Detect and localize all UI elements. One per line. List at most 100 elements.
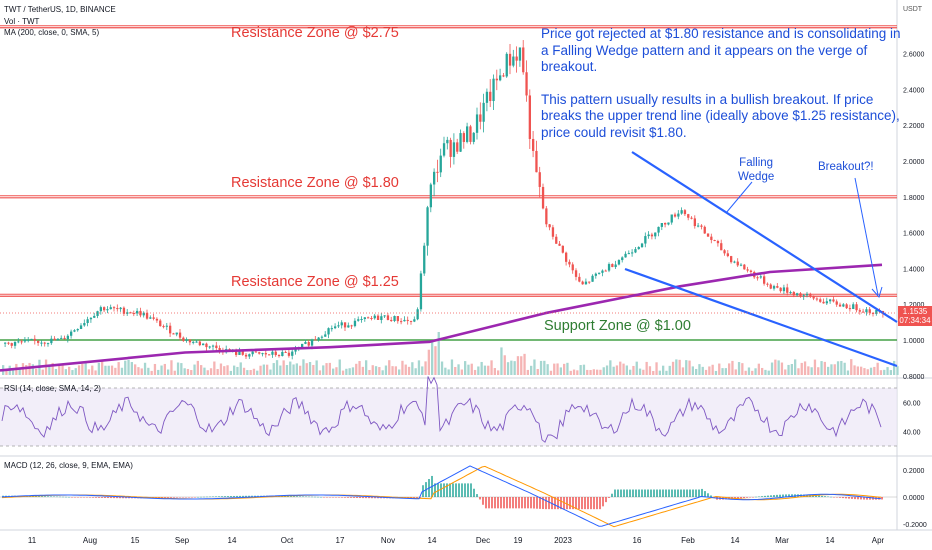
macd-histogram-bar: [560, 497, 562, 510]
volume-bar: [318, 370, 322, 375]
volume-bar: [500, 347, 503, 375]
symbol-legend[interactable]: TWT / TetherUS, 1D, BINANCE: [4, 5, 116, 14]
ma-legend[interactable]: MA (200, close, 0, SMA, 5): [4, 28, 100, 37]
volume-bar: [368, 369, 371, 375]
macd-histogram-bar: [350, 497, 352, 498]
macd-histogram-bar: [335, 497, 337, 498]
macd-histogram-bar: [527, 497, 529, 509]
volume-bar: [556, 363, 559, 375]
candle-body: [822, 301, 825, 304]
macd-histogram-bar: [635, 489, 637, 497]
candle-body: [779, 287, 782, 292]
volume-bar: [355, 363, 358, 375]
macd-histogram-bar: [620, 489, 622, 497]
macd-histogram-bar: [197, 496, 199, 498]
candle-body: [132, 313, 135, 315]
candle-body: [680, 210, 683, 214]
macd-histogram-bar: [788, 494, 790, 497]
volume-bar: [728, 363, 731, 375]
macd-histogram-bar: [524, 497, 526, 509]
macd-histogram-bar: [881, 497, 883, 500]
rsi-legend[interactable]: RSI (14, close, SMA, 14, 2): [4, 384, 101, 393]
volume-bar: [371, 365, 374, 375]
volume-legend[interactable]: Vol · TWT: [4, 17, 40, 26]
volume-bar: [170, 360, 173, 375]
macd-histogram-bar: [485, 497, 487, 509]
breakout-arrow: [854, 177, 879, 296]
candle-body: [66, 335, 69, 340]
macd-histogram-bar: [596, 497, 598, 510]
macd-histogram-bar: [587, 497, 589, 510]
x-tick-label: Dec: [476, 536, 490, 545]
macd-histogram-bar: [236, 495, 238, 497]
volume-bar: [71, 370, 74, 375]
macd-histogram-bar: [293, 496, 295, 497]
candle-body: [380, 316, 383, 320]
candle-body: [383, 315, 386, 317]
macd-histogram-bar: [101, 497, 103, 498]
volume-bar: [533, 359, 536, 375]
volume-bar: [619, 361, 622, 375]
macd-histogram-bar: [314, 496, 316, 498]
macd-histogram-bar: [62, 496, 64, 498]
macd-histogram-bar: [107, 497, 109, 499]
volume-bar: [444, 367, 447, 375]
volume-bar: [896, 366, 899, 375]
volume-bar: [596, 369, 599, 375]
volume-bar: [391, 366, 394, 375]
macd-histogram-bar: [311, 496, 313, 498]
macd-histogram-bar: [68, 496, 70, 498]
candle-body: [525, 72, 528, 96]
macd-histogram-bar: [329, 497, 331, 498]
volume-bar: [790, 364, 793, 375]
macd-histogram-bar: [599, 497, 601, 510]
macd-histogram-bar: [341, 497, 343, 498]
macd-histogram-bar: [662, 489, 664, 497]
macd-histogram-bar: [218, 496, 220, 497]
volume-bar: [398, 369, 401, 375]
candle-body: [274, 351, 277, 356]
volume-bar: [216, 369, 219, 375]
candle-body: [198, 341, 201, 346]
candle-body: [363, 317, 366, 320]
price-tick-label: 1.4000: [903, 266, 925, 273]
candle-body: [736, 261, 739, 266]
volume-bar: [262, 364, 265, 375]
candle-body: [515, 56, 518, 61]
macd-histogram-bar: [497, 497, 499, 509]
candle-body: [343, 322, 347, 328]
volume-bar: [173, 370, 176, 375]
candle-body: [400, 321, 403, 323]
candle-body: [304, 342, 307, 344]
x-tick-label: Apr: [872, 536, 885, 545]
candle-body: [693, 218, 696, 227]
volume-bar: [784, 369, 787, 375]
macd-histogram-bar: [173, 497, 175, 498]
macd-histogram-bar: [119, 497, 121, 499]
macd-histogram-bar: [578, 497, 580, 510]
candle-body: [710, 236, 713, 241]
macd-histogram-bar: [371, 497, 373, 499]
candle-body: [634, 249, 637, 253]
volume-bar: [800, 362, 803, 375]
candle-body: [367, 317, 370, 319]
macd-histogram-bar: [836, 497, 838, 498]
macd-histogram-bar: [176, 497, 178, 498]
volume-bar: [84, 361, 87, 375]
macd-legend[interactable]: MACD (12, 26, close, 9, EMA, EMA): [4, 461, 133, 470]
macd-histogram-bar: [569, 497, 571, 510]
candle-body: [565, 252, 568, 262]
macd-histogram-bar: [248, 495, 250, 497]
candle-body: [627, 253, 630, 255]
candle-body: [568, 261, 571, 265]
volume-bar: [764, 369, 767, 375]
candle-body: [697, 225, 700, 227]
macd-histogram-bar: [47, 496, 49, 497]
volume-bar: [883, 369, 886, 375]
volume-bar: [153, 363, 157, 375]
candle-body: [799, 293, 802, 297]
macd-histogram-bar: [359, 497, 361, 499]
candle-body: [848, 308, 852, 310]
volume-bar: [681, 367, 685, 375]
candle-body: [446, 139, 449, 144]
